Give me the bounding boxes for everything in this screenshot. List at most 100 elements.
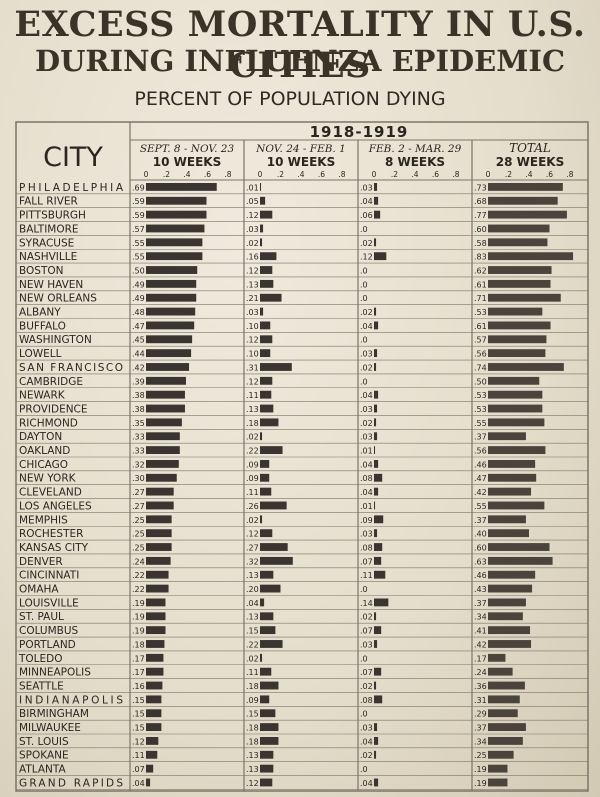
bar: [146, 266, 198, 274]
bar: [488, 570, 536, 579]
value-label: .60: [474, 225, 487, 234]
bar: [146, 487, 174, 496]
bar: [374, 515, 384, 524]
bar: [488, 681, 525, 690]
value-label: .34: [474, 737, 487, 746]
value-label: .69: [132, 183, 145, 192]
bar: [260, 529, 273, 538]
bar: [488, 598, 526, 607]
bar: [260, 570, 274, 579]
city-label: CLEVELAND: [19, 487, 82, 499]
value-label: .04: [246, 599, 259, 608]
bar: [488, 252, 574, 261]
bar: [374, 598, 389, 607]
bar: [374, 556, 382, 565]
city-label: SYRACUSE: [19, 237, 74, 249]
period-length: 10 WEEKS: [267, 155, 335, 169]
city-label: ATLANTA: [19, 764, 67, 776]
bar: [146, 196, 207, 205]
value-label: .01: [360, 502, 373, 511]
bar: [260, 626, 276, 635]
bar: [260, 584, 281, 593]
axis-tick-label: .2: [163, 170, 170, 179]
value-label: .04: [360, 779, 373, 788]
bar: [488, 723, 526, 731]
value-label: .0: [360, 377, 368, 386]
bar: [488, 390, 543, 399]
value-label: .13: [246, 751, 259, 760]
value-label: .68: [474, 197, 487, 206]
value-label: .73: [474, 183, 487, 192]
period-name: FEB. 2 - MAR. 29: [368, 143, 462, 155]
bar: [146, 183, 217, 191]
value-label: .12: [246, 266, 259, 275]
value-label: .09: [246, 460, 259, 469]
bar: [146, 612, 166, 621]
value-label: .02: [360, 613, 373, 622]
city-label: MILWAUKEE: [19, 722, 81, 734]
year-header: 1918-1919: [310, 123, 409, 141]
bar: [488, 640, 532, 648]
value-label: .13: [246, 765, 259, 774]
axis-tick-label: .8: [224, 170, 231, 179]
bar: [488, 750, 514, 759]
value-label: .24: [132, 557, 145, 566]
period-name: SEPT. 8 - NOV. 23: [140, 143, 235, 155]
value-label: .40: [474, 530, 487, 539]
value-label: .05: [246, 197, 259, 206]
bar: [488, 487, 532, 496]
bar: [146, 432, 180, 441]
value-label: .04: [360, 488, 373, 497]
bar: [260, 224, 264, 233]
value-label: .0: [360, 280, 368, 289]
axis-tick-label: .2: [277, 170, 284, 179]
title-line-1: EXCESS MORTALITY IN U.S. CITIES: [14, 4, 586, 86]
bar: [146, 376, 186, 385]
bar: [260, 279, 274, 288]
value-label: .35: [132, 419, 145, 428]
value-label: .57: [474, 336, 487, 345]
period-length: 10 WEEKS: [153, 155, 221, 169]
bar: [260, 653, 263, 662]
bar: [146, 293, 197, 302]
value-label: .0: [360, 585, 368, 594]
value-label: .74: [474, 363, 487, 372]
value-label: .14: [360, 599, 373, 608]
bar: [260, 723, 279, 731]
value-label: .53: [474, 405, 487, 414]
bar: [374, 238, 377, 247]
value-label: .34: [474, 613, 487, 622]
bar: [488, 335, 547, 344]
value-label: .15: [246, 627, 259, 636]
city-label: WASHINGTON: [19, 334, 92, 346]
bar: [146, 404, 185, 413]
bar: [146, 723, 162, 731]
bar: [146, 626, 166, 635]
bar: [146, 653, 164, 662]
bar: [260, 695, 270, 704]
value-label: .59: [132, 211, 145, 220]
value-label: .38: [132, 391, 145, 400]
value-label: .19: [132, 613, 145, 622]
value-label: .0: [360, 294, 368, 303]
value-label: .04: [360, 197, 373, 206]
bar: [260, 556, 293, 565]
value-label: .16: [132, 682, 145, 691]
value-label: .15: [132, 696, 145, 705]
value-label: .13: [246, 571, 259, 580]
value-label: .07: [360, 557, 373, 566]
bar: [146, 764, 154, 773]
bar: [488, 404, 543, 413]
value-label: .27: [246, 543, 259, 552]
bar: [146, 460, 179, 468]
bar: [374, 695, 383, 704]
value-label: .03: [246, 308, 259, 317]
value-label: .0: [360, 266, 368, 275]
axis-tick-label: .8: [452, 170, 459, 179]
bar: [260, 460, 270, 468]
value-label: .43: [474, 585, 487, 594]
value-label: .06: [360, 211, 373, 220]
value-label: .13: [246, 280, 259, 289]
city-label: ALBANY: [19, 307, 61, 319]
value-label: .11: [360, 571, 373, 580]
